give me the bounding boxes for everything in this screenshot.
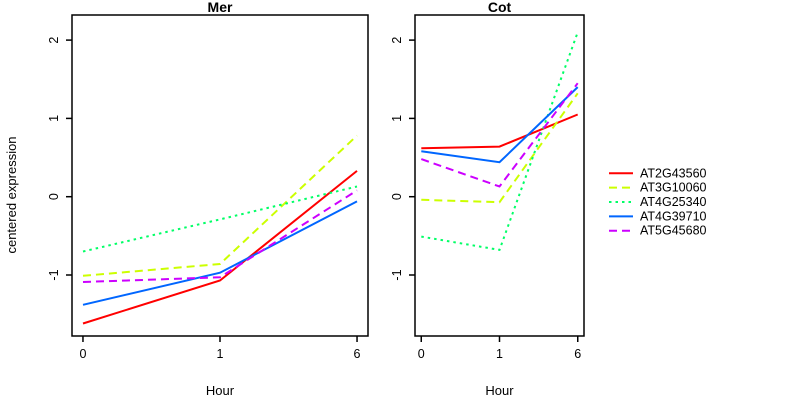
x-tick-label: 6	[574, 347, 581, 361]
legend-label-AT3G10060: AT3G10060	[640, 181, 707, 195]
legend: AT2G43560AT3G10060AT4G25340AT4G39710AT5G…	[609, 166, 707, 238]
mer-axes: 0 1 6 -1 0 1 2	[47, 37, 361, 361]
legend-label-AT4G39710: AT4G39710	[640, 209, 707, 223]
cot-plot-box	[414, 14, 585, 337]
mer-plot-box	[71, 14, 369, 337]
series-line-AT5G45680	[82, 189, 358, 283]
series-line-AT2G43560	[82, 170, 358, 325]
mer-xlabel: Hour	[206, 383, 235, 398]
series-line-AT2G43560	[421, 113, 579, 150]
x-tick-label: 0	[418, 347, 425, 361]
y-tick-label: 2	[390, 37, 404, 44]
series-line-AT4G25340	[421, 31, 579, 252]
x-tick-label: 1	[217, 347, 224, 361]
series-line-AT3G10060	[82, 134, 358, 277]
cot-axes: 0 1 6 -1 0 1 2	[390, 37, 581, 361]
y-tick-label: 1	[47, 115, 61, 122]
y-tick-label: 0	[47, 193, 61, 200]
series-line-AT4G39710	[421, 86, 579, 164]
cot-series	[420, 31, 579, 252]
mer-panel: 0 1 6 -1 0 1 2 Mer Hour	[47, 0, 369, 398]
x-tick-label: 0	[79, 347, 86, 361]
y-tick-label: 0	[390, 193, 404, 200]
figure-ylabel: centered expression	[4, 136, 19, 253]
cot-title: Cot	[488, 0, 512, 15]
cot-panel: 0 1 6 -1 0 1 2 Cot Hour	[390, 0, 585, 398]
series-line-AT4G39710	[82, 200, 358, 306]
y-tick-label: -1	[390, 269, 404, 280]
y-tick-label: -1	[47, 269, 61, 280]
series-line-AT5G45680	[420, 82, 579, 188]
legend-label-AT2G43560: AT2G43560	[640, 166, 707, 180]
x-tick-label: 1	[496, 347, 503, 361]
series-line-AT4G25340	[82, 185, 358, 253]
series-line-AT3G10060	[421, 92, 579, 204]
cot-xlabel: Hour	[485, 383, 514, 398]
x-tick-label: 6	[354, 347, 361, 361]
legend-label-AT5G45680: AT5G45680	[640, 224, 707, 238]
mer-title: Mer	[208, 0, 233, 15]
mer-series	[82, 134, 358, 325]
legend-label-AT4G25340: AT4G25340	[640, 195, 707, 209]
y-tick-label: 1	[390, 115, 404, 122]
y-tick-label: 2	[47, 37, 61, 44]
